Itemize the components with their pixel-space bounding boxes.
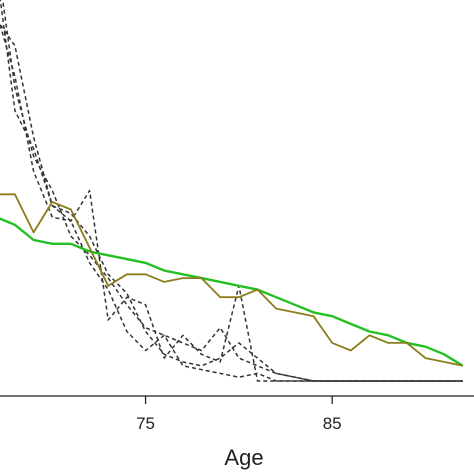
x-tick-label-85: 85 xyxy=(323,414,342,433)
series-line-3 xyxy=(0,23,463,382)
x-axis-title: Age xyxy=(224,445,263,470)
x-tick-label-75: 75 xyxy=(136,414,155,433)
series-line-1 xyxy=(0,217,464,367)
series-layer xyxy=(0,0,464,382)
series-line-2 xyxy=(0,193,463,367)
series-line-4 xyxy=(0,0,463,382)
x-axis-ticks: 75 85 xyxy=(136,396,342,433)
series-line-6 xyxy=(1,0,463,382)
series-line-5 xyxy=(0,21,463,382)
